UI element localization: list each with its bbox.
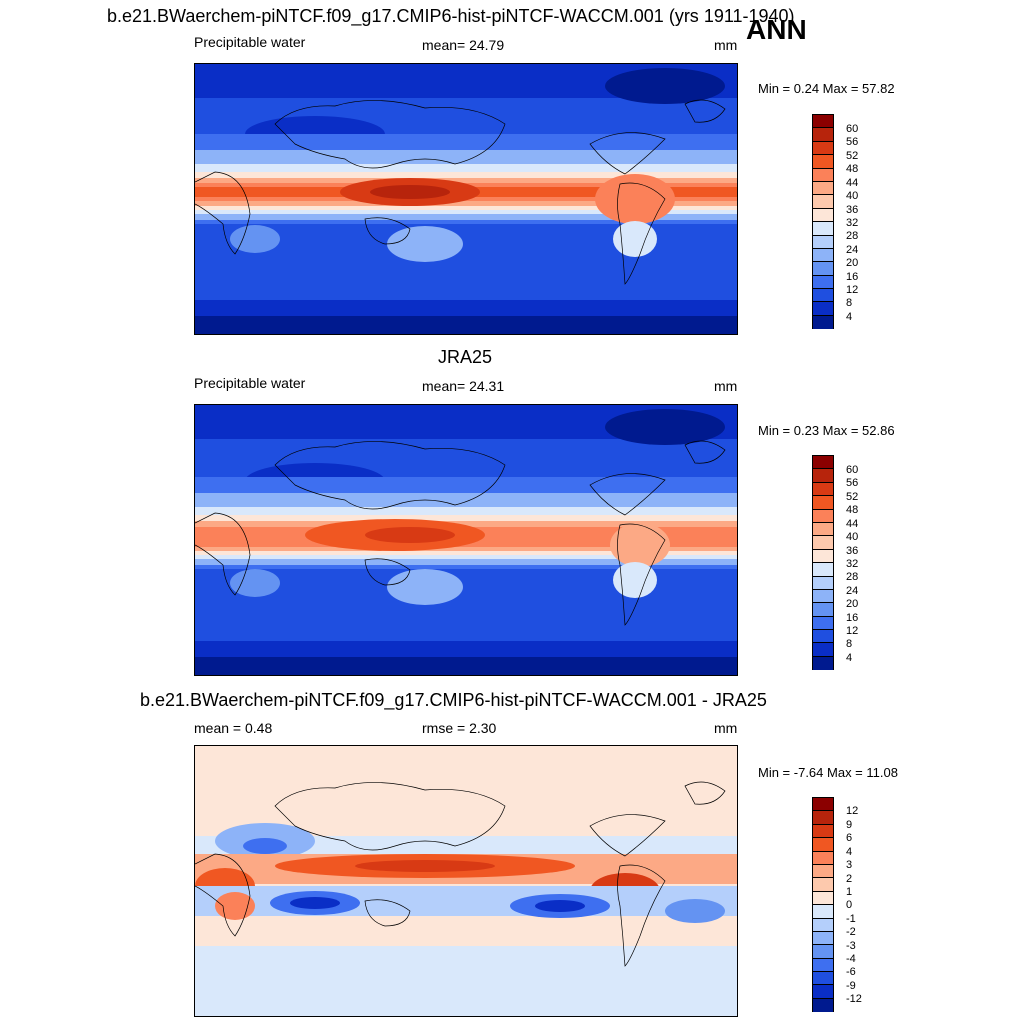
colorbar-tick-label: -2	[846, 926, 856, 938]
colorbar-tick-label: 12	[846, 805, 859, 817]
colorbar-tick-label: 20	[846, 257, 859, 269]
colorbar-model	[812, 114, 834, 330]
panel-mean-label: mean= 24.79	[422, 37, 505, 53]
colorbar-tick-label: -1	[846, 913, 856, 925]
colorbar-tick-label: 56	[846, 477, 859, 489]
panel-minmax-label: Min = -7.64 Max = 11.08	[758, 765, 898, 780]
colorbar-tick-label: 12	[846, 625, 859, 637]
colorbar-tick-label: 4	[846, 652, 853, 664]
panel-unit-label: mm	[714, 37, 738, 53]
colorbar-tick-label: 2	[846, 873, 853, 885]
panel-mean-label: mean = 0.48	[194, 720, 273, 736]
colorbar-tick-label: 32	[846, 217, 859, 229]
map-diff	[194, 745, 738, 1017]
colorbar-tick-label: 56	[846, 136, 859, 148]
colorbar-tick-label: -4	[846, 953, 856, 965]
colorbar-tick-label: -9	[846, 980, 856, 992]
panel-left-label: Precipitable water	[194, 375, 306, 391]
colorbar-tick-label: 28	[846, 230, 859, 242]
colorbar-tick-label: 44	[846, 518, 859, 530]
colorbar-tick-label: 6	[846, 832, 853, 844]
colorbar-tick-label: 52	[846, 150, 859, 162]
panel-left-label: Precipitable water	[194, 34, 306, 50]
colorbar-tick-label: 24	[846, 585, 859, 597]
colorbar-tick-label: 16	[846, 271, 859, 283]
colorbar-tick-label: 24	[846, 244, 859, 256]
colorbar-tick-label: -6	[846, 966, 856, 978]
colorbar-diff	[812, 797, 834, 1013]
colorbar-tick-label: 28	[846, 571, 859, 583]
map-diff-field	[195, 746, 737, 1016]
panel-rmse-label: rmse = 2.30	[422, 720, 497, 736]
season-label: ANN	[746, 14, 807, 45]
map-obs	[194, 404, 738, 676]
map-obs-field	[195, 405, 737, 675]
panel-minmax-label: Min = 0.24 Max = 57.82	[758, 81, 895, 96]
panel-title: b.e21.BWaerchem-piNTCF.f09_g17.CMIP6-his…	[140, 690, 767, 710]
colorbar-tick-label: 12	[846, 284, 859, 296]
colorbar-tick-label: 3	[846, 859, 853, 871]
colorbar-tick-label: 40	[846, 531, 859, 543]
panel-unit-label: mm	[714, 378, 738, 394]
panel-unit-label: mm	[714, 720, 738, 736]
colorbar-tick-label: 32	[846, 558, 859, 570]
colorbar-tick-label: 36	[846, 204, 859, 216]
colorbar-obs	[812, 455, 834, 671]
colorbar-tick-label: 48	[846, 504, 859, 516]
colorbar-tick-label: 60	[846, 464, 859, 476]
colorbar-tick-label: -12	[846, 993, 862, 1005]
colorbar-tick-label: 44	[846, 177, 859, 189]
panel-mean-label: mean= 24.31	[422, 378, 505, 394]
colorbar-tick-label: 48	[846, 163, 859, 175]
colorbar-tick-label: 9	[846, 819, 853, 831]
colorbar-tick-label: 40	[846, 190, 859, 202]
map-model-field	[195, 64, 737, 334]
colorbar-tick-label: 16	[846, 612, 859, 624]
panel-minmax-label: Min = 0.23 Max = 52.86	[758, 423, 895, 438]
figure-title: b.e21.BWaerchem-piNTCF.f09_g17.CMIP6-his…	[107, 6, 795, 26]
colorbar-tick-label: 20	[846, 598, 859, 610]
colorbar-tick-label: 0	[846, 899, 853, 911]
map-model	[194, 63, 738, 335]
colorbar-tick-label: 4	[846, 311, 853, 323]
panel-title: JRA25	[438, 347, 493, 367]
colorbar-tick-label: 8	[846, 297, 853, 309]
colorbar-tick-label: 60	[846, 123, 859, 135]
colorbar-tick-label: 4	[846, 846, 853, 858]
colorbar-tick-label: 52	[846, 491, 859, 503]
colorbar-tick-label: 36	[846, 545, 859, 557]
colorbar-tick-label: -3	[846, 940, 856, 952]
colorbar-tick-label: 8	[846, 638, 853, 650]
colorbar-tick-label: 1	[846, 886, 853, 898]
